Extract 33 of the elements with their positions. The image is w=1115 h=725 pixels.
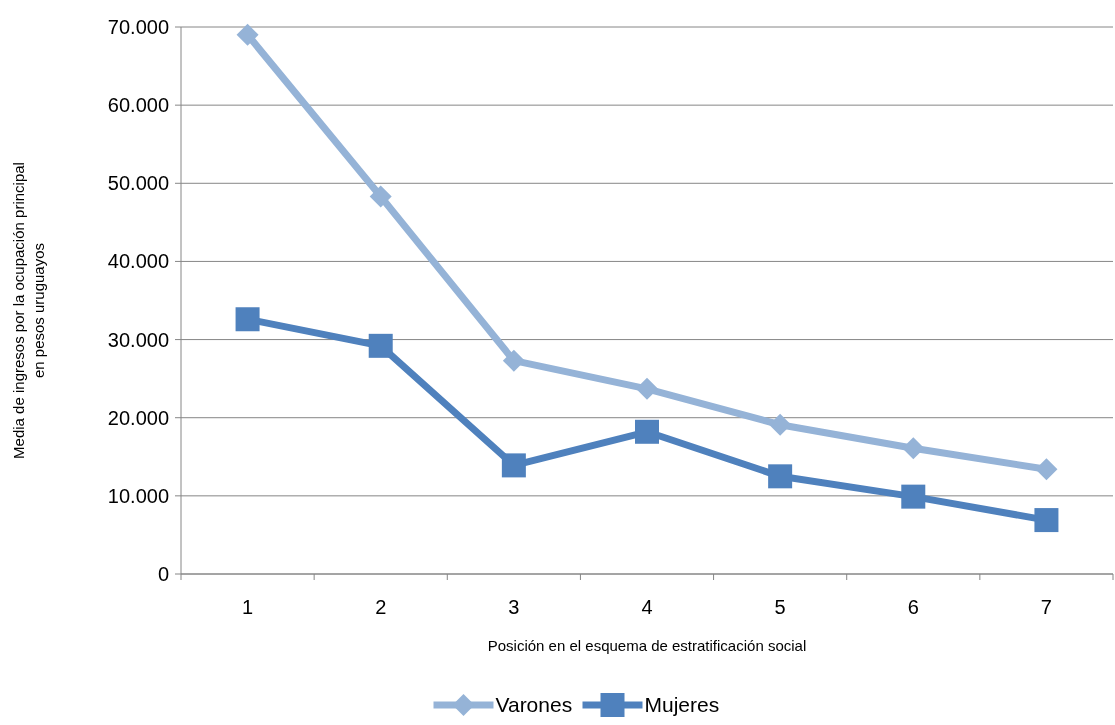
x-tick-label: 7 (1040, 596, 1052, 618)
point (902, 437, 925, 460)
point (769, 413, 792, 436)
point (235, 307, 260, 332)
point (901, 484, 926, 509)
y-tick-label: 40.000 (107, 250, 169, 273)
y-tick-label: 0 (157, 563, 169, 585)
legend-label: Varones (495, 693, 573, 717)
point (635, 419, 659, 444)
x-tick-label: 2 (375, 596, 387, 618)
y-tick-label: 20.000 (107, 406, 169, 429)
x-tick-label: 6 (907, 596, 919, 618)
x-tick-label: 5 (774, 596, 786, 618)
point (502, 349, 525, 372)
point (368, 333, 393, 358)
point (636, 377, 658, 400)
y-tick-label: 30.000 (107, 328, 169, 351)
y-tick-label: 10.000 (107, 484, 169, 507)
legend-label: Mujeres (644, 693, 720, 717)
y-tick-label: 70.000 (107, 16, 169, 38)
point (236, 23, 259, 46)
point (501, 453, 526, 478)
y-axis-title: Media de ingresos por la ocupación principal en pesos uruguayos (10, 162, 47, 459)
x-tick-label: 4 (641, 596, 653, 618)
point (1035, 458, 1058, 481)
x-tick-label: 1 (242, 596, 254, 618)
point (369, 185, 392, 208)
y-tick-label: 60.000 (107, 94, 169, 117)
point (768, 464, 793, 489)
x-tick-label: 3 (508, 596, 520, 618)
y-tick-label: 50.000 (107, 172, 169, 195)
point (1034, 508, 1059, 533)
x-axis-title: Posición en el esquema de estratificación social (487, 637, 807, 654)
